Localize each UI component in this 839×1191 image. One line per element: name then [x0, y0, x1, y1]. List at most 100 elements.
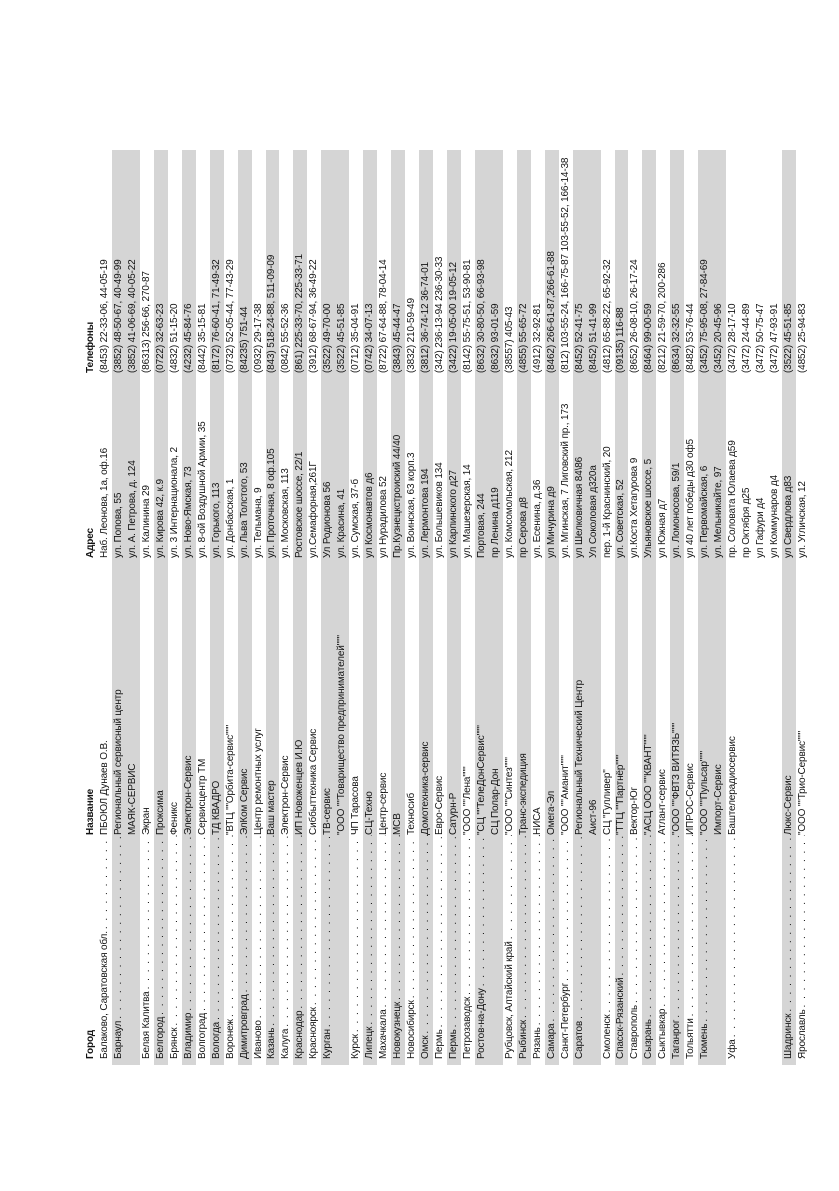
table-row: Иваново . . . . . . . . . . . . . . . . .…	[252, 150, 266, 1065]
column-header-city: Город	[84, 1030, 96, 1059]
dot-leader: . . . . . . . . . . . . . . . . . . . . …	[350, 835, 362, 1032]
dot-leader: . . . . . . . . . . . . . . . . . . . . …	[546, 835, 558, 1021]
city-cell: Новосибирск	[406, 1000, 418, 1059]
city-cell: Красноярск	[308, 1007, 320, 1059]
phones-cell: (3852) 41-06-69, 40-05-22	[126, 259, 138, 373]
address-cell: Наб. Леонова, 1а, оф.16	[98, 447, 110, 558]
city-cell: Махачкала	[378, 1009, 390, 1059]
dot-leader: . . . . . . . . . . . . . . . . . . . . …	[225, 835, 237, 1017]
city-cell: Димитровград	[238, 994, 250, 1059]
dot-leader: . . . . . . . . . . . . . . . . . . . . …	[99, 835, 111, 929]
table-row: Сызрань . . . . . . . . . . . . . . . . .…	[642, 150, 657, 1065]
table-row: Пермь . . . . . . . . . . . . . . . . . .…	[433, 150, 447, 1065]
address-cell: ул.Семафорная,261Г	[308, 461, 320, 558]
phones-cell: (4812) 65-88-22, 65-92-32	[601, 259, 613, 373]
address-cell: ул. Ломоносова, 59/1	[671, 462, 683, 558]
dot-leader: . . . . . . . . . . . . . . . . . . . . …	[420, 835, 432, 1034]
name-cell: ЭлКом Сервис	[238, 768, 250, 835]
table-row: Барнаул. . . . . . . . . . . . . . . . .…	[111, 150, 126, 1065]
address-cell: пр Серова д8	[517, 497, 529, 558]
city-cell: Липецк	[364, 1026, 376, 1059]
city-cell: Таганрог	[671, 1019, 683, 1059]
name-cell: "ООО ""Аманит"""	[559, 755, 571, 835]
name-cell: "СЦ ""ТелеДонСервис"""	[475, 725, 487, 835]
phones-cell: (342) 236-13-94 236-30-33	[434, 256, 445, 373]
name-cell: Феникс	[168, 802, 180, 835]
name-cell: Транс-экспедиция	[517, 753, 529, 835]
name-cell: Региональный сервисный центр	[112, 689, 124, 835]
table-row: МАЯК-СЕРВИС ул. А. Петрова, д. 124 (3852) …	[125, 150, 140, 1065]
table-row: Волгоград. . . . . . . . . . . . . . . .…	[196, 150, 210, 1065]
address-cell: ул. Мгинская, 7 Лиговский пр., 173	[559, 403, 571, 558]
table-row: Самара . . . . . . . . . . . . . . . . . …	[544, 150, 559, 1065]
dot-leader: . . . . . . . . . . . . . . . . . . . . …	[364, 835, 376, 1025]
name-cell: Сервисцентр ТМ	[196, 758, 208, 835]
table-row: Брянск. . . . . . . . . . . . . . . . . …	[168, 150, 182, 1065]
city-cell: Ростов-на-Дону	[475, 988, 487, 1059]
city-cell: Саратов	[573, 1020, 585, 1059]
dot-leader: . . . . . . . . . . . . . . . . . . . . …	[671, 835, 683, 1018]
address-cell: пр Октября д25	[741, 487, 753, 558]
address-cell: ул. Советская, 52	[615, 479, 627, 558]
address-cell: ул. Попова, 55	[112, 492, 124, 558]
city-cell: Владимир	[182, 1012, 194, 1059]
city-cell: Калуга	[280, 1028, 292, 1059]
address-cell: ул. Есенина, д.36	[531, 479, 543, 558]
dot-leader: . . . . . . . . . . . . . . . . . . . . …	[518, 835, 530, 1018]
dot-leader: . . . . . . . . . . . . . . . . . . . . …	[532, 835, 544, 1025]
name-cell: Аист-96	[587, 799, 599, 835]
name-cell: "ТТЦ ""Партнёр"""	[615, 754, 627, 835]
address-cell: Ул Соколовая д320а	[587, 465, 599, 558]
name-cell: ТВ-сервис	[322, 788, 334, 835]
address-cell: ул.Коста Хетагурова 9	[629, 457, 641, 558]
table-row: Ярославль . . . . . . . . . . . . . . . .…	[796, 150, 810, 1065]
phones-cell: (3522) 49-70-00	[322, 303, 334, 373]
phones-cell: (8652) 26-08-10, 26-17-24	[629, 259, 641, 373]
city-cell: Шадринск	[783, 1013, 794, 1059]
table-row: Краснодар. . . . . . . . . . . . . . . .…	[293, 150, 308, 1065]
phones-cell: (4232) 45-84-76	[182, 303, 194, 373]
address-cell: пер. 1-й Краснинский, 20	[601, 446, 613, 558]
dot-leader: . . . . . . . . . . . . . . . . . . . . …	[211, 835, 223, 1020]
phones-cell: (8142) 55-75-51, 53-90-81	[461, 259, 473, 373]
address-cell: ул. Лермонтова 194	[420, 468, 432, 558]
name-cell: "ООО ""Пульсар"""	[699, 751, 711, 835]
table-row: Новосибирск . . . . . . . . . . . . . . .…	[405, 150, 419, 1065]
name-cell: Люкс-Сервис	[783, 775, 794, 835]
table-row: Димитровград . . . . . . . . . . . . . . …	[237, 150, 252, 1065]
dot-leader: . . . . . . . . . . . . . . . . . . . . …	[183, 835, 195, 1011]
dot-leader: . . . . . . . . . . . . . . . . . . . . …	[783, 835, 795, 1012]
city-cell: Ставрополь	[629, 1005, 641, 1059]
dot-leader: . . . . . . . . . . . . . . . . . . . . …	[462, 835, 474, 995]
table-row: Рязань . . . . . . . . . . . . . . . . . …	[531, 150, 545, 1065]
phones-cell: (4852) 25-94-83	[796, 303, 808, 373]
table-row: Рубцовск, Алтайский край . . . . . . . . …	[503, 150, 517, 1065]
phones-cell: (4855) 55-65-72	[517, 303, 529, 373]
name-cell: Атлант-сервис	[657, 769, 669, 835]
address-cell: ул. Проточная, 8 оф.105	[266, 448, 278, 558]
dot-leader: . . . . . . . . . . . . . . . . . . . . …	[239, 835, 251, 992]
address-cell: ул. Сумская, 37-б	[350, 479, 362, 558]
city-cell: Пермь	[447, 1029, 459, 1059]
city-cell: Иваново	[252, 1020, 264, 1059]
phones-cell: (0932) 29-17-38	[252, 303, 264, 373]
table-row: Омск. . . . . . . . . . . . . . . . . . …	[419, 150, 434, 1065]
dot-leader: . . . . . . . . . . . . . . . . . . . . …	[378, 835, 390, 1007]
city-cell: Рыбинск	[517, 1019, 529, 1059]
city-cell: Сызрань	[643, 1019, 655, 1059]
address-cell: Ростовское шоссе, 22/1	[294, 451, 306, 558]
name-cell: МСВ	[392, 813, 404, 835]
dot-leader: . . . . . . . . . . . . . . . . . . . . …	[602, 835, 614, 1012]
dot-leader: . . . . . . . . . . . . . . . . . . . . …	[141, 835, 153, 989]
table-row: Петрозаводск. . . . . . . . . . . . . . …	[461, 150, 475, 1065]
table-row: Сыктывкар. . . . . . . . . . . . . . . .…	[656, 150, 670, 1065]
city-cell: Барнаул	[112, 1020, 124, 1059]
phones-cell: (3832) 210-59-49	[406, 298, 418, 373]
name-cell: "ООО ""Товарищество предпринимателей"""	[336, 635, 348, 835]
address-cell: ул Нурадилова 52	[378, 476, 390, 558]
phones-cell: (861) 225-33-70, 225-33-71	[294, 254, 306, 373]
name-cell: СЦ-Техно	[364, 791, 376, 835]
phones-cell: (8452) 51-41-99	[587, 303, 599, 373]
